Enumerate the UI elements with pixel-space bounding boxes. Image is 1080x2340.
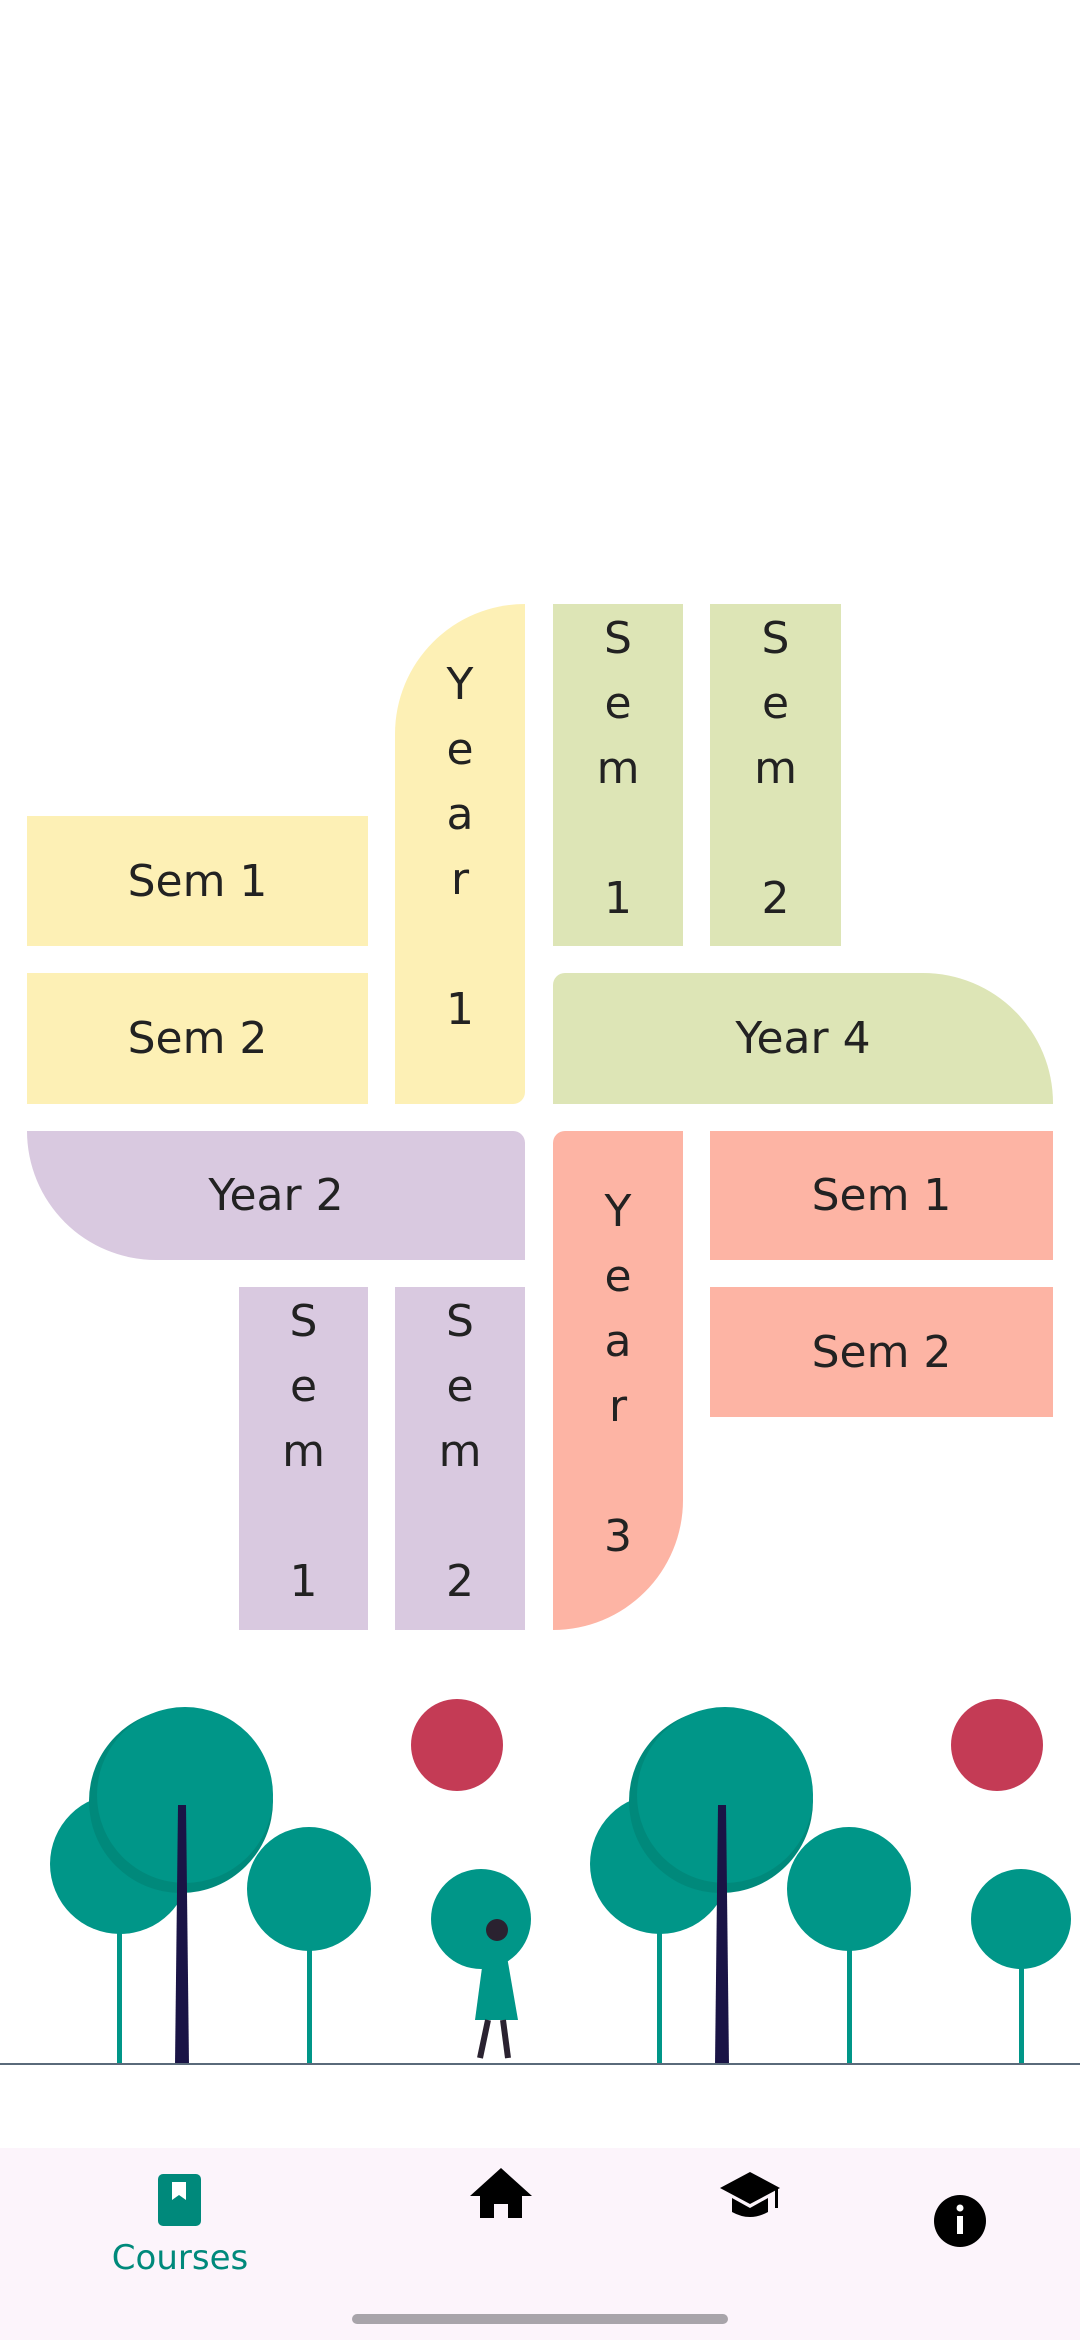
course-tile[interactable]: Sem 2 <box>27 973 368 1104</box>
tile-label: Sem 2 <box>434 1296 486 1621</box>
course-tile[interactable]: Sem 1 <box>553 604 683 946</box>
info-icon[interactable] <box>934 2195 986 2247</box>
tile-label: Sem 2 <box>127 1013 268 1064</box>
course-tile[interactable]: Year 2 <box>27 1131 525 1260</box>
course-tile[interactable]: Sem 1 <box>710 1131 1053 1260</box>
tile-label: Year 4 <box>735 1013 871 1064</box>
bottom-nav: Courses <box>0 2148 1080 2340</box>
home-indicator <box>352 2314 728 2324</box>
illustration <box>0 1699 1080 2065</box>
tile-label: Year 3 <box>592 1185 644 1576</box>
tile-label: Sem 2 <box>750 612 801 938</box>
course-tile[interactable]: Sem 2 <box>710 604 841 946</box>
tile-label: Year 2 <box>208 1170 344 1221</box>
person <box>475 1919 518 2059</box>
course-tile[interactable]: Sem 1 <box>27 816 368 946</box>
tile-label: Year 1 <box>434 659 486 1049</box>
tile-label: Sem 1 <box>592 612 644 938</box>
nav-icons <box>158 2168 986 2247</box>
tile-label: Sem 1 <box>127 855 268 907</box>
course-tile[interactable]: Sem 2 <box>710 1287 1053 1417</box>
course-tile[interactable]: Sem 1 <box>239 1287 368 1630</box>
home-icon[interactable] <box>470 2168 532 2218</box>
tile-label: Sem 2 <box>811 1326 952 1378</box>
tile-label: Sem 1 <box>811 1170 952 1221</box>
course-tile[interactable]: Year 4 <box>553 973 1053 1104</box>
course-tile[interactable]: Year 3 <box>553 1131 683 1630</box>
nav-label[interactable]: Courses <box>111 2238 249 2278</box>
school-icon[interactable] <box>720 2172 780 2217</box>
courses-icon[interactable] <box>158 2174 201 2226</box>
tile-label: Sem 1 <box>278 1296 329 1621</box>
course-tile[interactable]: Sem 2 <box>395 1287 525 1630</box>
trees <box>50 1699 1071 2065</box>
course-tile[interactable]: Year 1 <box>395 604 525 1104</box>
